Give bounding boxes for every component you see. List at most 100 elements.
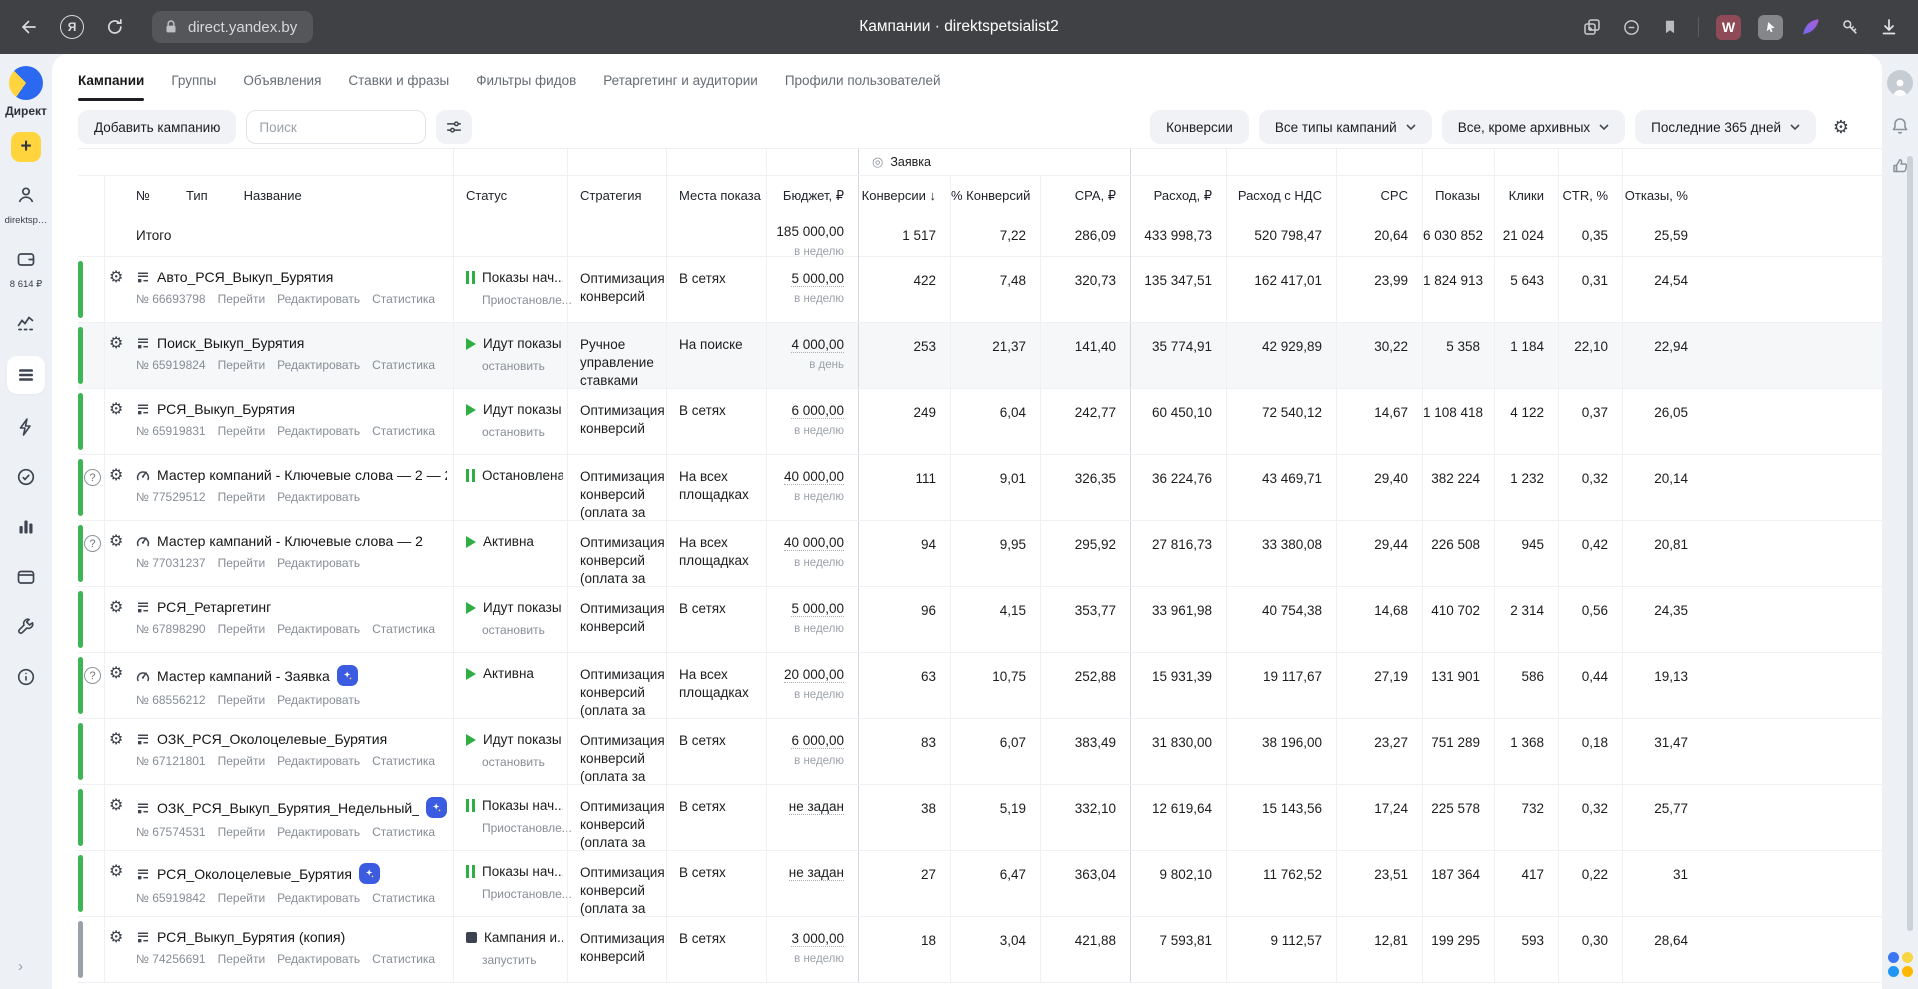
col-name[interactable]: Название <box>243 188 302 203</box>
budget-link[interactable]: 4 000,00 <box>791 337 844 353</box>
campaign-name[interactable]: РСЯ_Выкуп_Бурятия (копия) <box>157 929 346 945</box>
download-icon[interactable] <box>1878 16 1900 38</box>
goal-selector[interactable]: ◎ Заявка <box>858 149 1130 175</box>
campaign-settings-button[interactable]: ⚙ <box>104 455 128 520</box>
col-status[interactable]: Статус <box>453 176 567 215</box>
new-tab-icon[interactable] <box>1581 16 1603 38</box>
campaign-name[interactable]: ОЗК_РСЯ_Околоцелевые_Бурятия <box>157 731 388 747</box>
budget-link[interactable]: 6 000,00 <box>791 403 844 419</box>
campaign-name[interactable]: РСЯ_Выкуп_Бурятия <box>157 401 295 417</box>
status-action-link[interactable]: остановить <box>482 425 545 439</box>
sidebar-item-recommendations[interactable] <box>7 410 45 444</box>
vertical-scrollbar[interactable] <box>1907 156 1913 931</box>
edit-link[interactable]: Редактировать <box>277 358 361 372</box>
edit-link[interactable]: Редактировать <box>277 424 361 438</box>
tab-campaigns[interactable]: Кампании <box>78 54 145 106</box>
edit-link[interactable]: Редактировать <box>277 825 361 839</box>
sidebar-item-campaigns[interactable] <box>7 356 45 394</box>
col-impressions[interactable]: Показы <box>1422 176 1494 215</box>
status-action-link[interactable]: запустить <box>482 953 537 967</box>
widgets-dots[interactable] <box>1887 952 1913 977</box>
ai-badge[interactable] <box>426 797 447 818</box>
campaign-type-filter[interactable]: Все типы кампаний <box>1258 110 1432 144</box>
status-action-link[interactable]: остановить <box>482 623 545 637</box>
direct-logo[interactable] <box>9 66 43 100</box>
campaign-settings-button[interactable]: ⚙ <box>104 653 128 718</box>
col-ctr[interactable]: CTR, % <box>1558 176 1622 215</box>
help-icon[interactable]: ? <box>84 535 101 552</box>
archive-filter[interactable]: Все, кроме архивных <box>1441 110 1626 144</box>
campaign-settings-button[interactable]: ⚙ <box>104 719 128 784</box>
date-range-filter[interactable]: Последние 365 дней <box>1635 110 1816 144</box>
edit-link[interactable]: Редактировать <box>277 490 361 504</box>
col-places[interactable]: Места показа <box>666 176 766 215</box>
go-link[interactable]: Перейти <box>217 424 266 438</box>
edit-link[interactable]: Редактировать <box>277 754 361 768</box>
address-bar[interactable]: direct.yandex.by <box>152 11 314 43</box>
refresh-icon[interactable] <box>104 16 126 38</box>
notifications-bell-icon[interactable] <box>1890 116 1910 136</box>
go-link[interactable]: Перейти <box>217 754 266 768</box>
stats-link[interactable]: Статистика <box>372 292 436 306</box>
sidebar-item-info[interactable] <box>7 660 45 694</box>
campaign-name[interactable]: Мастер кампаний - Заявка <box>157 667 330 684</box>
budget-link[interactable]: 40 000,00 <box>783 469 844 485</box>
col-conversions[interactable]: Конверсии ↓ <box>858 176 950 215</box>
col-cpc[interactable]: CPC <box>1336 176 1422 215</box>
sidebar-item-reports[interactable] <box>7 510 45 544</box>
status-action-link[interactable]: Приостановле... <box>482 887 572 901</box>
go-link[interactable]: Перейти <box>217 556 266 570</box>
tab-retargeting[interactable]: Ретаргетинг и аудитории <box>603 72 758 88</box>
campaign-name[interactable]: Мастер компаний - Ключевые слова — 2 — 2 <box>157 467 447 483</box>
go-link[interactable]: Перейти <box>217 490 266 504</box>
status-action-link[interactable]: Приостановле... <box>482 293 572 307</box>
back-icon[interactable] <box>18 16 40 38</box>
tab-ads[interactable]: Объявления <box>243 72 322 88</box>
campaign-settings-button[interactable]: ⚙ <box>104 917 128 982</box>
go-link[interactable]: Перейти <box>217 891 266 905</box>
stats-link[interactable]: Статистика <box>372 952 436 966</box>
stats-link[interactable]: Статистика <box>372 825 436 839</box>
status-action-link[interactable]: остановить <box>482 755 545 769</box>
go-link[interactable]: Перейти <box>217 292 266 306</box>
go-link[interactable]: Перейти <box>217 952 266 966</box>
edit-link[interactable]: Редактировать <box>277 891 361 905</box>
campaign-settings-button[interactable]: ⚙ <box>104 851 128 916</box>
search-input[interactable] <box>246 110 427 144</box>
budget-link[interactable]: 20 000,00 <box>783 667 844 683</box>
col-cost[interactable]: Расход, ₽ <box>1130 176 1226 215</box>
campaign-settings-button[interactable]: ⚙ <box>104 257 128 322</box>
campaign-name[interactable]: Мастер кампаний - Ключевые слова — 2 <box>157 533 423 549</box>
help-icon[interactable]: ? <box>84 667 101 684</box>
chat-icon[interactable] <box>1620 16 1642 38</box>
go-link[interactable]: Перейти <box>217 358 266 372</box>
bookmark-icon[interactable] <box>1659 16 1681 38</box>
sidebar-item-tools[interactable] <box>7 610 45 644</box>
campaign-name[interactable]: Авто_РСЯ_Выкуп_Бурятия <box>157 269 334 285</box>
sidebar-item-display[interactable] <box>7 560 45 594</box>
sidebar-item-account[interactable]: direktsp… <box>5 178 47 226</box>
likes-thumb-icon[interactable] <box>1890 156 1910 176</box>
col-cpa[interactable]: CPA, ₽ <box>1040 176 1130 215</box>
campaign-settings-button[interactable]: ⚙ <box>104 785 128 850</box>
help-icon[interactable]: ? <box>84 469 101 486</box>
col-cost-vat[interactable]: Расход с НДС <box>1226 176 1336 215</box>
edit-link[interactable]: Редактировать <box>277 556 361 570</box>
campaign-name[interactable]: ОЗК_РСЯ_Выкуп_Бурятия_Недельный_бюджет <box>157 799 419 816</box>
edit-link[interactable]: Редактировать <box>277 952 361 966</box>
col-clicks[interactable]: Клики <box>1494 176 1558 215</box>
col-budget[interactable]: Бюджет, ₽ <box>766 176 858 215</box>
campaign-settings-button[interactable]: ⚙ <box>104 389 128 454</box>
col-num[interactable]: № <box>136 188 150 203</box>
pointer-extension-icon[interactable] <box>1758 14 1783 40</box>
budget-link[interactable]: 40 000,00 <box>783 535 844 551</box>
go-link[interactable]: Перейти <box>217 693 266 707</box>
stats-link[interactable]: Статистика <box>372 622 436 636</box>
sidebar-item-overview[interactable] <box>7 306 45 340</box>
status-action-link[interactable]: Приостановле... <box>482 821 572 835</box>
col-bounce[interactable]: Отказы, % <box>1622 176 1702 215</box>
col-strategy[interactable]: Стратегия <box>567 176 666 215</box>
table-settings-gear[interactable]: ⚙ <box>1832 116 1850 137</box>
avatar[interactable] <box>1887 70 1913 96</box>
edit-link[interactable]: Редактировать <box>277 693 361 707</box>
